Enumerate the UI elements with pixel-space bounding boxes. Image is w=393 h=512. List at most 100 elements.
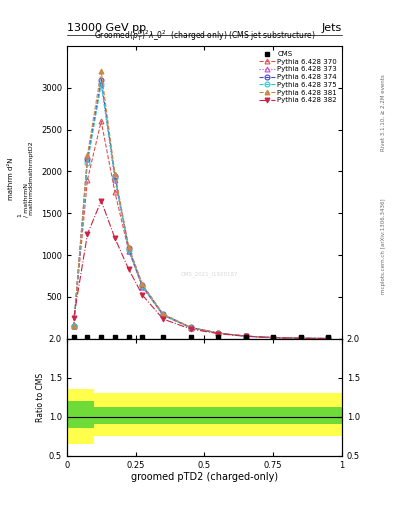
CMS [161, 334, 165, 340]
Pythia 6.428 373 [72, 323, 76, 329]
Pythia 6.428 381 [271, 334, 275, 340]
CMS [85, 334, 90, 340]
Legend: CMS, Pythia 6.428 370, Pythia 6.428 373, Pythia 6.428 374, Pythia 6.428 375, Pyt: CMS, Pythia 6.428 370, Pythia 6.428 373,… [258, 50, 338, 105]
Pythia 6.428 375 [113, 175, 118, 181]
Line: Pythia 6.428 375: Pythia 6.428 375 [71, 81, 331, 341]
Pythia 6.428 374 [298, 335, 303, 342]
Pythia 6.428 381 [140, 281, 145, 287]
Line: Pythia 6.428 381: Pythia 6.428 381 [71, 69, 331, 341]
Pythia 6.428 381 [85, 152, 90, 158]
Pythia 6.428 381 [99, 68, 104, 74]
CMS [216, 334, 220, 340]
Line: Pythia 6.428 370: Pythia 6.428 370 [71, 119, 331, 341]
Pythia 6.428 373 [85, 156, 90, 162]
Pythia 6.428 375 [140, 283, 145, 289]
Pythia 6.428 374 [161, 311, 165, 317]
Pythia 6.428 370 [72, 323, 76, 329]
Pythia 6.428 374 [216, 330, 220, 336]
Pythia 6.428 375 [161, 312, 165, 318]
CMS [99, 334, 104, 340]
CMS [127, 334, 131, 340]
Pythia 6.428 375 [216, 330, 220, 336]
Pythia 6.428 370 [99, 118, 104, 124]
Pythia 6.428 382 [140, 292, 145, 298]
Pythia 6.428 374 [113, 173, 118, 179]
Pythia 6.428 370 [271, 334, 275, 340]
Text: mcplots.cern.ch [arXiv:1306.3436]: mcplots.cern.ch [arXiv:1306.3436] [381, 198, 386, 293]
Pythia 6.428 381 [188, 324, 193, 330]
Line: Pythia 6.428 373: Pythia 6.428 373 [71, 81, 331, 341]
Text: 13000 GeV pp: 13000 GeV pp [67, 23, 146, 33]
Text: Rivet 3.1.10, ≥ 2.2M events: Rivet 3.1.10, ≥ 2.2M events [381, 74, 386, 151]
CMS [140, 334, 145, 340]
Pythia 6.428 370 [113, 189, 118, 196]
Pythia 6.428 373 [188, 325, 193, 331]
Pythia 6.428 381 [161, 311, 165, 317]
Pythia 6.428 381 [72, 323, 76, 329]
Pythia 6.428 373 [99, 80, 104, 87]
Pythia 6.428 382 [127, 266, 131, 272]
Pythia 6.428 370 [161, 312, 165, 318]
Pythia 6.428 382 [271, 335, 275, 341]
Pythia 6.428 373 [113, 177, 118, 183]
Pythia 6.428 375 [188, 325, 193, 331]
Line: CMS: CMS [71, 335, 331, 339]
CMS [243, 334, 248, 340]
Text: mathrm d²N: mathrm d²N [8, 158, 14, 201]
Text: CMS_2021_I1920187: CMS_2021_I1920187 [181, 271, 239, 277]
Pythia 6.428 370 [140, 284, 145, 290]
Pythia 6.428 374 [271, 334, 275, 340]
Pythia 6.428 381 [216, 330, 220, 336]
Pythia 6.428 373 [216, 330, 220, 336]
Line: Pythia 6.428 382: Pythia 6.428 382 [71, 198, 331, 341]
Pythia 6.428 374 [85, 156, 90, 162]
Pythia 6.428 370 [216, 330, 220, 336]
Pythia 6.428 381 [326, 335, 331, 342]
Text: Jets: Jets [321, 23, 342, 33]
Pythia 6.428 381 [113, 171, 118, 177]
Pythia 6.428 381 [243, 333, 248, 339]
Pythia 6.428 374 [243, 333, 248, 339]
Pythia 6.428 375 [72, 323, 76, 329]
Pythia 6.428 375 [271, 334, 275, 340]
Pythia 6.428 370 [243, 333, 248, 339]
Y-axis label: Ratio to CMS: Ratio to CMS [36, 373, 45, 422]
Pythia 6.428 374 [99, 76, 104, 82]
Y-axis label: 1
/ mathrm N
/ mathrm d
mathrm ptD2: 1 / mathrm N / mathrm d mathrm ptD2 [0, 511, 1, 512]
CMS [113, 334, 118, 340]
Pythia 6.428 382 [216, 331, 220, 337]
CMS [326, 334, 331, 340]
Pythia 6.428 373 [161, 312, 165, 318]
Pythia 6.428 370 [188, 325, 193, 331]
Pythia 6.428 374 [326, 335, 331, 342]
Text: 1
/ mathrmN
 mathrmddmathrmptD2: 1 / mathrmN mathrmddmathrmptD2 [18, 141, 34, 217]
Bar [67, 389, 94, 444]
Pythia 6.428 382 [113, 236, 118, 242]
Pythia 6.428 373 [243, 333, 248, 339]
Text: Groomed$(p_T^D)^2\lambda\_0^2$  (charged only) (CMS jet substructure): Groomed$(p_T^D)^2\lambda\_0^2$ (charged … [94, 28, 315, 43]
Pythia 6.428 373 [127, 248, 131, 254]
Pythia 6.428 375 [127, 247, 131, 253]
Pythia 6.428 374 [127, 245, 131, 251]
Pythia 6.428 370 [326, 335, 331, 342]
CMS [298, 334, 303, 340]
Pythia 6.428 373 [298, 335, 303, 342]
Pythia 6.428 375 [99, 80, 104, 87]
CMS [271, 334, 275, 340]
Pythia 6.428 382 [298, 335, 303, 342]
Pythia 6.428 382 [243, 333, 248, 339]
Pythia 6.428 373 [140, 284, 145, 290]
Pythia 6.428 374 [72, 323, 76, 329]
Pythia 6.428 381 [127, 244, 131, 250]
Pythia 6.428 381 [298, 335, 303, 342]
CMS [188, 334, 193, 340]
CMS [72, 334, 76, 340]
Pythia 6.428 375 [85, 160, 90, 166]
X-axis label: groomed pTD2 (charged-only): groomed pTD2 (charged-only) [131, 472, 278, 482]
Pythia 6.428 374 [188, 324, 193, 330]
Pythia 6.428 382 [72, 315, 76, 321]
Pythia 6.428 382 [188, 326, 193, 332]
Pythia 6.428 382 [85, 231, 90, 237]
Pythia 6.428 375 [326, 335, 331, 342]
Pythia 6.428 374 [140, 282, 145, 288]
